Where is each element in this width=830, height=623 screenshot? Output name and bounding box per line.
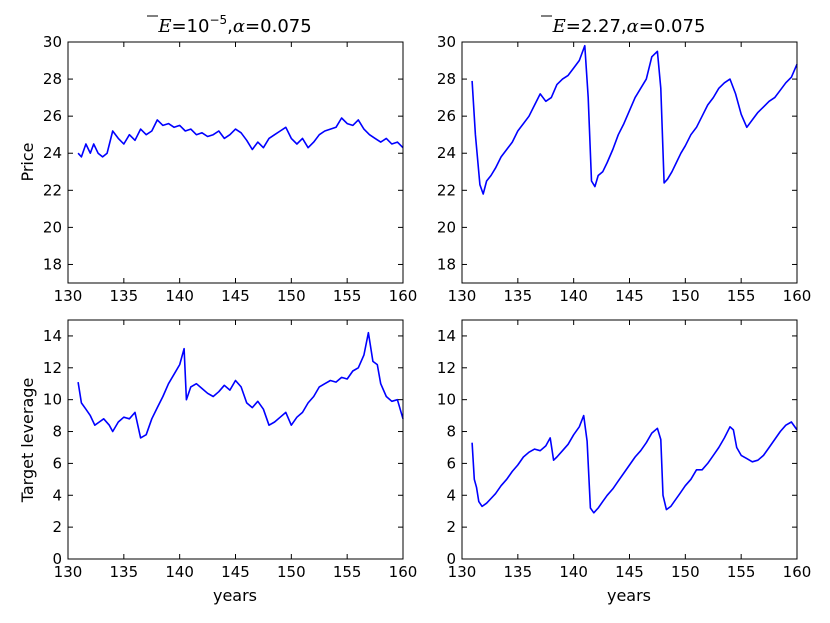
y-tick-label: 22 (43, 181, 62, 199)
y-tick-label: 22 (437, 181, 456, 199)
y-tick-label: 12 (43, 359, 62, 377)
x-axis-label: years (607, 586, 651, 605)
y-tick-label: 30 (43, 33, 62, 51)
title-value-e: 2.27 (581, 16, 621, 37)
y-tick-label: 24 (43, 144, 62, 162)
y-tick-label: 12 (437, 359, 456, 377)
title-exponent: −5 (209, 13, 227, 27)
series-line-0 (77, 331, 404, 439)
title-var-e: E (157, 16, 171, 37)
y-tick-label: 4 (52, 486, 62, 504)
x-tick-label: 155 (333, 563, 362, 581)
x-tick-label: 130 (54, 287, 83, 305)
y-tick-label: 8 (52, 423, 62, 441)
y-tick-label: 28 (437, 70, 456, 88)
x-tick-label: 140 (559, 287, 588, 305)
x-tick-label: 140 (559, 563, 588, 581)
y-tick-label: 24 (437, 144, 456, 162)
title-alpha: α (233, 16, 245, 37)
x-tick-label: 150 (277, 563, 306, 581)
y-tick-label: 6 (446, 454, 456, 472)
y-tick-label: 14 (437, 327, 456, 345)
y-tick-label: 14 (43, 327, 62, 345)
x-tick-label: 145 (221, 563, 250, 581)
title-mantissa: 10 (187, 16, 210, 37)
y-tick-label: 2 (446, 518, 456, 536)
panel-price-high-e: E=2.27,α=0.075 130 135 140 145 150 155 1601820… (437, 15, 812, 305)
y-axis-label: Price (18, 142, 37, 181)
y-tick-label: 4 (446, 486, 456, 504)
svg-text:E=10−5,α=0.075: E=10−5,α=0.075 (157, 13, 311, 37)
x-tick-label: 140 (165, 563, 194, 581)
x-axis-label: years (213, 586, 257, 605)
x-tick-label: 160 (389, 563, 418, 581)
x-tick-label: 155 (727, 563, 756, 581)
x-tick-label: 130 (448, 287, 477, 305)
x-tick-label: 160 (783, 287, 812, 305)
x-tick-label: 150 (671, 287, 700, 305)
title-eq-1: = (171, 16, 186, 37)
y-tick-label: 2 (52, 518, 62, 536)
title-eq-1: = (566, 16, 581, 37)
x-tick-label: 130 (448, 563, 477, 581)
y-tick-label: 26 (43, 107, 62, 125)
y-axis-label: Target leverage (18, 378, 37, 504)
y-tick-label: 20 (43, 218, 62, 236)
series-line-0 (471, 414, 798, 514)
x-tick-label: 130 (54, 563, 83, 581)
y-tick-label: 28 (43, 70, 62, 88)
title-eq-2: = (245, 16, 260, 37)
x-tick-label: 160 (783, 563, 812, 581)
x-tick-label: 135 (110, 287, 139, 305)
x-tick-label: 160 (389, 287, 418, 305)
x-tick-label: 145 (221, 287, 250, 305)
y-tick-label: 30 (437, 33, 456, 51)
panel-title: E=2.27,α=0.075 (541, 15, 706, 37)
panel-title: E=10−5,α=0.075 (147, 13, 312, 37)
x-tick-label: 140 (165, 287, 194, 305)
y-tick-label: 26 (437, 107, 456, 125)
y-tick-label: 18 (43, 255, 62, 273)
x-tick-label: 135 (504, 563, 533, 581)
x-tick-label: 155 (333, 287, 362, 305)
y-tick-label: 0 (52, 550, 62, 568)
panel-price-low-e: E=10−5,α=0.075 Price 130 135 140 145 150 155 1… (18, 13, 417, 305)
plot-frame (461, 41, 798, 284)
series-line-0 (77, 117, 404, 158)
y-tick-label: 10 (437, 391, 456, 409)
y-tick-label: 0 (446, 550, 456, 568)
title-alpha: α (627, 16, 639, 37)
x-tick-label: 145 (615, 563, 644, 581)
series-line-0 (471, 44, 798, 195)
x-tick-label: 135 (504, 287, 533, 305)
title-eq-2: = (639, 16, 654, 37)
title-value: 0.075 (260, 16, 312, 37)
svg-text:E=2.27,α=0.075: E=2.27,α=0.075 (552, 16, 706, 37)
x-tick-label: 150 (671, 563, 700, 581)
plot-frame (67, 319, 404, 560)
title-value: 0.075 (654, 16, 706, 37)
title-sep: , (227, 16, 233, 37)
x-tick-label: 150 (277, 287, 306, 305)
y-tick-label: 6 (52, 454, 62, 472)
panel-leverage-high-e: years 130 135 140 145 150 155 160 0 2 4 6 8 10 12 14 (437, 319, 812, 605)
panel-leverage-low-e: Target leverage years 130 135 140 145 150 155… (18, 319, 418, 605)
y-tick-label: 20 (437, 218, 456, 236)
x-tick-label: 155 (727, 287, 756, 305)
title-sep: , (621, 16, 627, 37)
title-var-e: E (552, 16, 566, 37)
y-tick-label: 8 (446, 423, 456, 441)
x-tick-label: 135 (110, 563, 139, 581)
y-tick-label: 10 (43, 391, 62, 409)
y-tick-label: 18 (437, 255, 456, 273)
x-tick-label: 145 (615, 287, 644, 305)
plot-frame (461, 319, 798, 560)
plot-frame (67, 41, 404, 284)
